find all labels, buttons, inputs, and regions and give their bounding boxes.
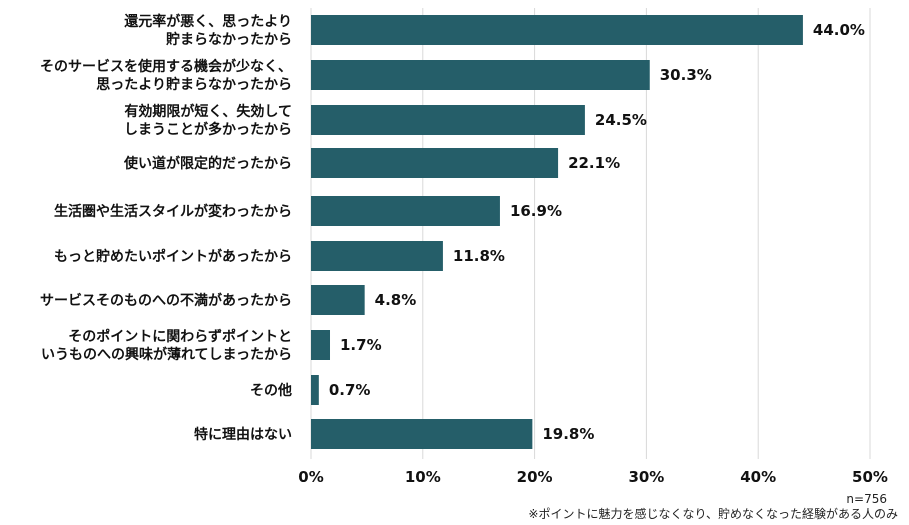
bar-0 (311, 15, 803, 45)
category-label-4-line-0: 生活圏や生活スタイルが変わったから (54, 203, 292, 220)
bar-6 (311, 285, 365, 315)
category-label-9: 特に理由はない (194, 426, 292, 443)
category-label-2: 有効期限が短く、失効してしまうことが多かったから (124, 103, 292, 138)
category-label-8-line-0: その他 (250, 382, 292, 399)
sample-size-note: n=756 (846, 492, 887, 506)
value-label-2: 24.5% (595, 111, 647, 129)
value-label-1: 30.3% (660, 66, 712, 84)
x-tick-label-5: 50% (852, 468, 888, 486)
tick-label-layer: 0% 10% 20% 30% 40% 50% (298, 468, 888, 486)
category-label-1: そのサービスを使用する機会が少なく、思ったより貯まらなかったから (40, 58, 292, 93)
footnote: ※ポイントに魅力を感じなくなり、貯めなくなった経験がある人のみ (528, 506, 898, 521)
category-label-2-line-0: 有効期限が短く、失効して (124, 103, 292, 120)
x-tick-label-0: 0% (298, 468, 323, 486)
category-label-2-line-1: しまうことが多かったから (124, 121, 292, 138)
value-label-7: 1.7% (340, 336, 382, 354)
x-tick-label-3: 30% (628, 468, 664, 486)
x-tick-label-4: 40% (740, 468, 776, 486)
category-label-7: そのポイントに関わらずポイントというものへの興味が薄れてしまったから (41, 328, 292, 363)
x-tick-label-1: 10% (405, 468, 441, 486)
value-label-3: 22.1% (568, 154, 620, 172)
bar-2 (311, 105, 585, 135)
value-label-8: 0.7% (329, 381, 371, 399)
value-label-5: 11.8% (453, 247, 505, 265)
bar-8 (311, 375, 319, 405)
category-label-7-line-1: いうものへの興味が薄れてしまったから (41, 346, 292, 363)
bar-9 (311, 419, 533, 449)
category-label-layer: 還元率が悪く、思ったより貯まらなかったからそのサービスを使用する機会が少なく、思… (40, 13, 292, 443)
category-label-1-line-1: 思ったより貯まらなかったから (96, 76, 292, 93)
category-label-6: サービスそのものへの不満があったから (40, 292, 292, 309)
bar-7 (311, 330, 331, 360)
category-label-0: 還元率が悪く、思ったより貯まらなかったから (124, 13, 292, 48)
category-label-3: 使い道が限定的だったから (123, 155, 292, 172)
bar-1 (311, 60, 650, 90)
value-label-9: 19.8% (542, 425, 594, 443)
x-tick-label-2: 20% (517, 468, 553, 486)
value-label-0: 44.0% (813, 21, 865, 39)
category-label-9-line-0: 特に理由はない (194, 426, 292, 443)
bar-4 (311, 196, 500, 226)
value-label-6: 4.8% (375, 291, 417, 309)
category-label-6-line-0: サービスそのものへの不満があったから (40, 292, 292, 309)
category-label-0-line-0: 還元率が悪く、思ったより (124, 13, 292, 30)
bar-5 (311, 241, 443, 271)
category-label-5: もっと貯めたいポイントがあったから (54, 248, 292, 265)
category-label-0-line-1: 貯まらなかったから (166, 31, 292, 48)
category-label-3-line-0: 使い道が限定的だったから (123, 155, 292, 172)
category-label-4: 生活圏や生活スタイルが変わったから (54, 203, 292, 220)
bar-3 (311, 148, 559, 178)
value-label-4: 16.9% (510, 202, 562, 220)
value-label-layer: 44.0% 30.3% 24.5% 22.1% 16.9% 11.8% 4.8% 1.7% 0.… (329, 21, 865, 443)
category-label-1-line-0: そのサービスを使用する機会が少なく、 (40, 58, 292, 75)
category-label-8: その他 (250, 382, 292, 399)
category-label-7-line-0: そのポイントに関わらずポイントと (68, 328, 292, 345)
bars-layer (311, 15, 803, 449)
category-label-5-line-0: もっと貯めたいポイントがあったから (54, 248, 292, 265)
